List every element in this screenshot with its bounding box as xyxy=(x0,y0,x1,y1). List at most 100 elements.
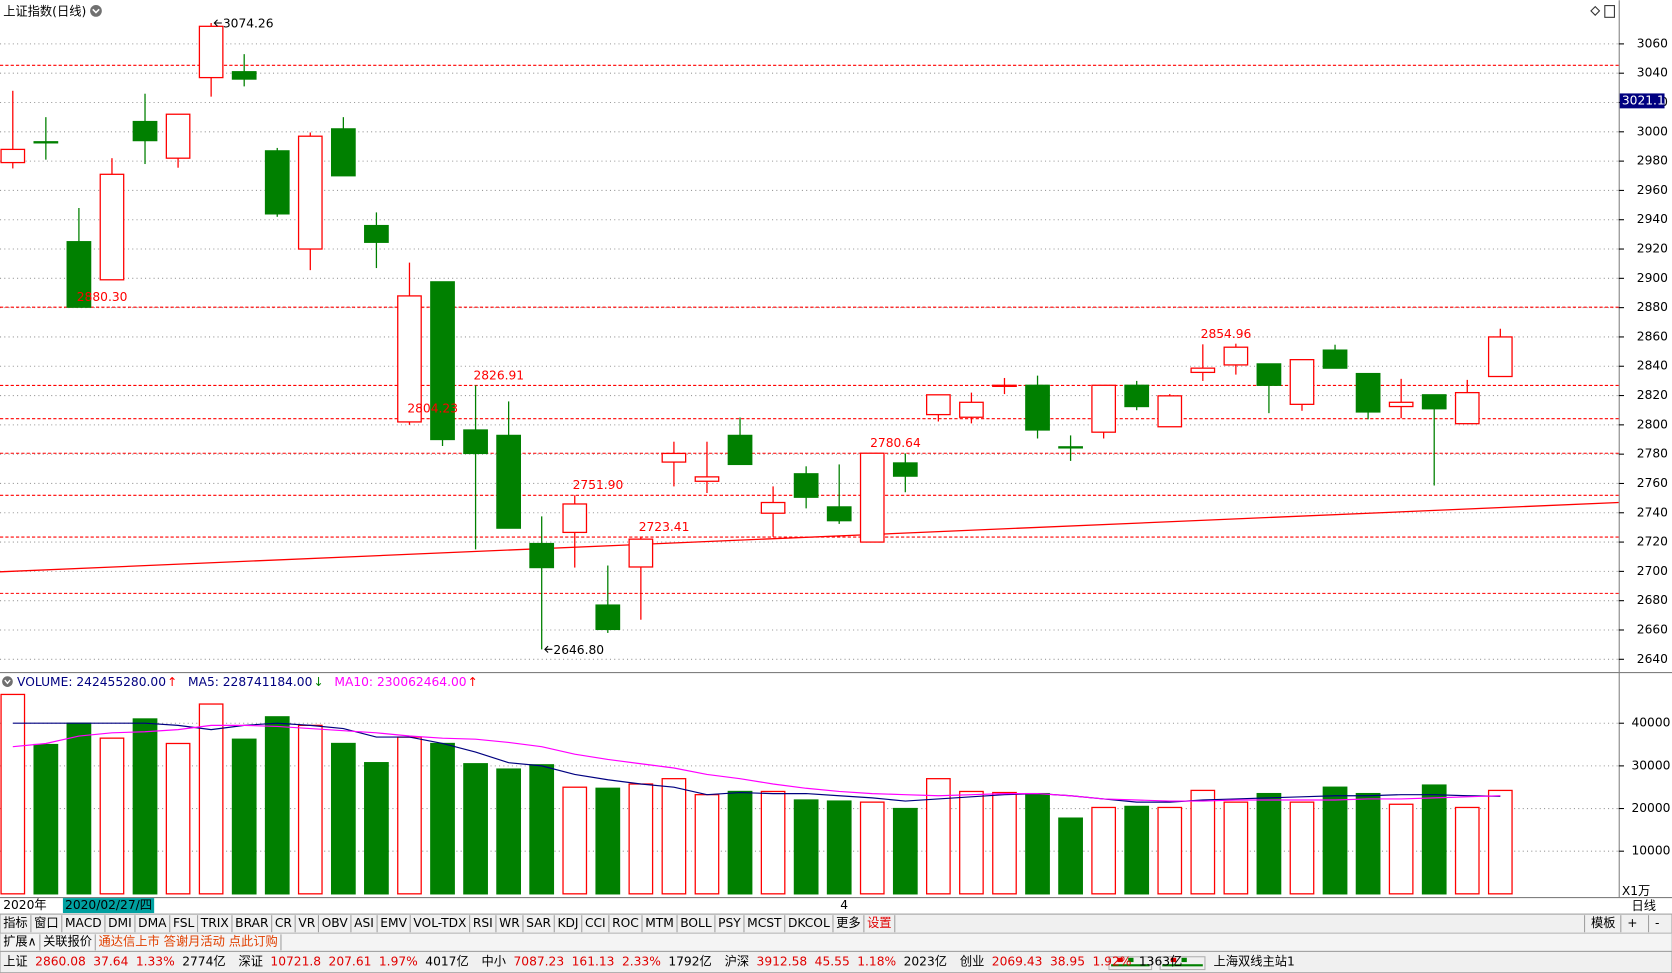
index-change: 37.64 xyxy=(93,955,128,969)
indicator-tab[interactable]: RSI xyxy=(473,916,493,930)
template-button[interactable]: 模板 xyxy=(1591,916,1616,930)
legend-arrow: ↑ xyxy=(167,675,177,689)
indicator-tab[interactable]: 窗口 xyxy=(34,916,59,930)
index-name: 创业 xyxy=(960,955,985,969)
window-icon[interactable] xyxy=(1604,5,1615,18)
candle-body xyxy=(99,173,125,281)
candle-body xyxy=(231,71,257,80)
indicator-tab[interactable]: SAR xyxy=(526,916,551,930)
index-change: 45.55 xyxy=(815,955,850,969)
cursor-date-box xyxy=(62,898,155,914)
candle-body xyxy=(925,394,951,416)
y-tick-label: 30000 xyxy=(1631,758,1670,772)
last-price-label: 3021.1 xyxy=(1622,93,1665,107)
indicator-tab[interactable]: DKCOL xyxy=(788,916,830,930)
index-change: 207.61 xyxy=(329,955,372,969)
indicator-tab[interactable]: VR xyxy=(298,916,315,930)
candle-body xyxy=(33,141,59,144)
index-amount: 2023亿 xyxy=(904,954,947,969)
annotation-label: 2826.91 xyxy=(473,368,524,382)
volume-bar xyxy=(463,763,488,895)
volume-bar xyxy=(760,790,786,895)
annotation-label: 2751.90 xyxy=(573,478,624,492)
indicator-tab[interactable]: CR xyxy=(275,916,293,930)
indicator-tab[interactable]: BOLL xyxy=(680,916,712,930)
promo-link[interactable]: 通达信上市 答谢月活动 点此订购 xyxy=(98,933,277,948)
candle-body xyxy=(859,452,885,543)
indicator-tab[interactable]: PSY xyxy=(718,916,741,930)
template-button[interactable]: - xyxy=(1655,916,1659,930)
mini-indicator-bar xyxy=(1170,957,1177,963)
index-price: 10721.8 xyxy=(270,955,321,969)
mini-indicator-bar xyxy=(1181,957,1187,963)
volume-bar xyxy=(892,807,918,895)
candle-body xyxy=(1025,384,1050,431)
indicator-tab[interactable]: TRIX xyxy=(200,916,230,930)
indicator-tab[interactable]: 指标 xyxy=(3,915,28,930)
indicator-tab[interactable]: OBV xyxy=(322,916,349,930)
indicator-tab[interactable]: 设置 xyxy=(867,916,892,930)
volume-bar xyxy=(330,742,356,895)
indicator-tab[interactable]: VOL-TDX xyxy=(413,916,467,930)
candle-body xyxy=(1223,346,1249,366)
indicator-tab[interactable]: WR xyxy=(499,916,520,930)
candle-body xyxy=(1454,391,1480,425)
candle-body xyxy=(1289,359,1315,405)
candle-body xyxy=(628,538,654,568)
index-amount: 1792亿 xyxy=(668,954,711,969)
y-tick-label: 2960 xyxy=(1637,183,1668,197)
candle-body xyxy=(496,434,522,529)
legend-entry: MA10: 230062464.00 xyxy=(334,675,466,689)
candle-body xyxy=(595,604,621,631)
candle-body xyxy=(463,429,488,455)
volume-bar xyxy=(992,791,1017,895)
link-button[interactable]: 关联报价 xyxy=(43,933,92,948)
indicator-tab[interactable]: MCST xyxy=(747,916,782,930)
volume-menu-icon[interactable] xyxy=(2,676,13,687)
candle-body xyxy=(1124,384,1150,408)
volume-bar xyxy=(397,736,422,895)
volume-bar xyxy=(198,703,224,895)
volume-bar xyxy=(231,738,257,895)
ma-line xyxy=(12,722,1501,803)
candle-body xyxy=(1190,367,1216,374)
annotation-label: 2804.23 xyxy=(407,402,458,416)
indicator-tab[interactable]: ASI xyxy=(354,916,374,930)
index-name: 沪深 xyxy=(725,955,750,969)
annotation-label: 2646.80 xyxy=(553,643,604,657)
volume-bar xyxy=(297,724,323,895)
y-tick-label: 2680 xyxy=(1637,593,1668,607)
y-tick-label: 2760 xyxy=(1637,476,1668,490)
volume-bar xyxy=(1256,792,1282,895)
indicator-tab[interactable]: KDJ xyxy=(557,916,578,930)
indicator-tab[interactable]: CCI xyxy=(585,916,606,930)
template-button[interactable]: + xyxy=(1627,916,1637,930)
x-tick-label: 2020年 xyxy=(3,898,46,912)
link-button[interactable]: 扩展∧ xyxy=(3,934,36,948)
volume-bar xyxy=(529,764,555,895)
candle-body xyxy=(364,224,389,243)
window-icon[interactable] xyxy=(1590,5,1601,16)
indicator-tab[interactable]: MACD xyxy=(65,916,102,930)
y-tick-label: 2780 xyxy=(1637,447,1668,461)
indicator-tab[interactable]: BRAR xyxy=(235,916,269,930)
candle-body xyxy=(430,281,455,441)
indicator-tab[interactable]: EMV xyxy=(380,916,407,930)
candle-body xyxy=(793,473,819,498)
candle-body xyxy=(330,128,356,177)
indicator-tab[interactable]: 更多 xyxy=(836,916,861,930)
indicator-tab[interactable]: DMI xyxy=(108,916,132,930)
volume-bar xyxy=(0,693,26,895)
title-menu-icon[interactable] xyxy=(90,5,102,17)
y-tick-label: 40000 xyxy=(1631,716,1670,730)
legend-arrow: ↑ xyxy=(468,675,478,689)
y-tick-label: 2700 xyxy=(1637,564,1668,578)
indicator-tab[interactable]: FSL xyxy=(173,916,195,930)
indicator-tab[interactable]: MTM xyxy=(645,916,674,930)
mini-indicator-bar xyxy=(1162,964,1203,967)
indicator-tab[interactable]: ROC xyxy=(612,916,639,930)
indicator-tab[interactable]: DMA xyxy=(138,916,167,930)
y-tick-label: 10000 xyxy=(1631,844,1670,858)
legend-entry: MA5: 228741184.00 xyxy=(188,675,312,689)
title-menu-chevron xyxy=(92,8,100,14)
